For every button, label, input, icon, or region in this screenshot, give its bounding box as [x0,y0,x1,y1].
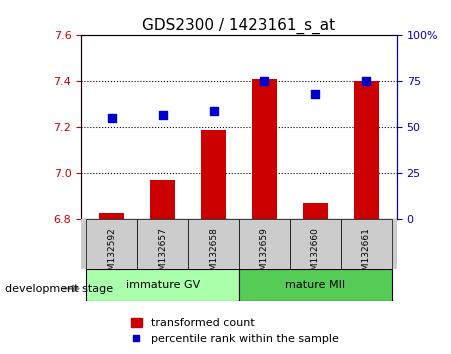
Point [363,79,370,84]
Bar [86,219,137,269]
Bar [239,269,392,301]
Bar [290,219,341,269]
Bar [201,130,226,219]
Text: GSM132657: GSM132657 [158,227,167,282]
Point [108,115,115,121]
Legend: transformed count, percentile rank within the sample: transformed count, percentile rank withi… [126,314,343,348]
Bar [354,81,379,219]
Bar [99,213,124,219]
Bar [252,79,277,219]
Point [312,91,319,97]
Point [261,79,268,84]
Text: GSM132659: GSM132659 [260,227,269,282]
Text: immature GV: immature GV [125,280,200,290]
Bar [188,219,239,269]
Text: GSM132658: GSM132658 [209,227,218,282]
Bar [150,181,175,219]
Bar [137,219,188,269]
Text: GSM132592: GSM132592 [107,227,116,282]
Bar [239,219,290,269]
Point [159,112,166,118]
Text: development stage: development stage [5,284,113,293]
Title: GDS2300 / 1423161_s_at: GDS2300 / 1423161_s_at [143,18,336,34]
Point [210,108,217,114]
Text: mature MII: mature MII [285,280,345,290]
Bar [303,204,328,219]
Text: GSM132660: GSM132660 [311,227,320,282]
Bar [341,219,392,269]
Bar [86,269,239,301]
Text: GSM132661: GSM132661 [362,227,371,282]
